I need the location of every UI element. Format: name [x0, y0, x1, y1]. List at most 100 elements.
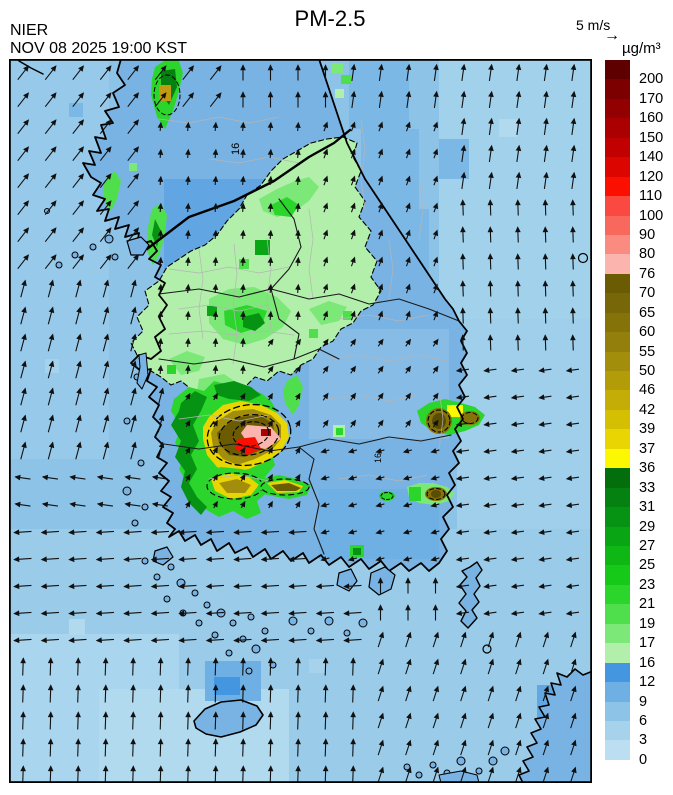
- wind-arrow-head: [78, 200, 85, 207]
- wind-arrow-head: [570, 171, 577, 179]
- wind-arrow-head: [350, 229, 356, 237]
- wind-arrow-head: [215, 92, 222, 99]
- wind-arrow-head: [233, 556, 240, 563]
- wind-arrow-head: [40, 637, 47, 644]
- wind-arrow-head: [565, 502, 573, 508]
- wind-arrow-head: [322, 64, 329, 71]
- county-line: [338, 314, 430, 322]
- wind-arrow-head: [76, 414, 82, 422]
- wind-arrow-head: [375, 475, 382, 481]
- wind-arrow-head: [315, 637, 322, 644]
- wind-arrow-head: [322, 338, 329, 346]
- colorbar-tick-label: 76: [639, 265, 656, 282]
- wind-arrow-head: [21, 414, 27, 422]
- island: [153, 573, 161, 581]
- wind-arrow-head: [378, 685, 385, 693]
- wind-arrow-head: [103, 333, 110, 341]
- wind-arrow-head: [76, 360, 82, 368]
- wind-arrow-head: [460, 226, 466, 233]
- island: [429, 761, 437, 769]
- wind-arrow-head: [239, 473, 246, 481]
- island: [229, 619, 237, 627]
- wind-arrow-head: [405, 365, 412, 373]
- island: [245, 667, 253, 675]
- wind-arrow-head: [123, 637, 130, 644]
- colorbar-tick-label: 120: [639, 168, 664, 185]
- wind-arrow-head: [240, 711, 246, 718]
- wind-arrow-head: [487, 280, 494, 287]
- wind-arrow-head: [76, 279, 82, 287]
- wind-arrow-head: [570, 117, 577, 125]
- wind-arrow-head: [405, 63, 412, 71]
- wind-arrow-head: [267, 175, 274, 182]
- wind-arrow-head: [131, 306, 137, 314]
- wind-arrow-head: [158, 387, 165, 395]
- wind-arrow-head: [488, 117, 494, 125]
- wind-arrow-head: [350, 121, 356, 129]
- colorbar-cell: [605, 137, 630, 158]
- wind-arrow-head: [260, 556, 267, 563]
- island: [343, 629, 351, 637]
- green-region-mid: [309, 301, 347, 325]
- wind-arrow-head: [50, 146, 57, 153]
- wind-arrow-head: [48, 279, 55, 287]
- wind-arrow-head: [483, 421, 490, 427]
- wind-arrow-head: [350, 765, 356, 772]
- wind-arrow-head: [433, 90, 439, 98]
- colorbar-cell: [605, 448, 630, 469]
- colorbar-cell: [605, 682, 630, 702]
- wind-arrow-head: [75, 657, 81, 664]
- wind-arrow-head: [239, 446, 246, 454]
- island: [456, 756, 466, 766]
- wind-arrow-head: [267, 392, 273, 400]
- wind-arrow-head: [239, 392, 246, 400]
- wind-arrow-head: [240, 202, 246, 209]
- wind-arrow-head: [405, 229, 411, 237]
- wind-arrow-head: [455, 394, 463, 400]
- wind-arrow-head: [130, 711, 136, 718]
- wind-arrow-head: [542, 334, 549, 341]
- wind-arrow-head: [461, 631, 467, 639]
- wind-arrow-head: [295, 121, 301, 128]
- island: [251, 644, 261, 654]
- pohang-olive-2: [460, 411, 480, 425]
- wind-arrow-head: [185, 364, 191, 371]
- wind-arrow-head: [21, 306, 27, 314]
- wind-arrow-head: [184, 473, 191, 481]
- wind-arrow-head: [188, 65, 195, 72]
- wind-arrow-head: [565, 529, 573, 535]
- wind-arrow-head: [105, 173, 112, 180]
- wind-arrow-head: [295, 310, 301, 317]
- wind-arrow-head: [212, 684, 219, 691]
- wind-arrow-head: [240, 64, 246, 71]
- wind-arrow-head: [455, 367, 463, 373]
- county-line: [266, 238, 272, 330]
- wind-arrow-head: [260, 583, 267, 590]
- county-line: [198, 248, 204, 340]
- wind-arrow-head: [402, 502, 410, 508]
- wind-arrow-head: [212, 765, 219, 772]
- wind-arrow-head: [185, 711, 191, 718]
- wind-arrow-head: [47, 738, 54, 745]
- wind-arrow-head: [76, 441, 82, 449]
- wind-arrow-head: [455, 556, 463, 562]
- island: [195, 619, 203, 627]
- green-pixel: [353, 548, 361, 555]
- wind-arrow-head: [402, 448, 410, 454]
- hotspot-contour: [232, 421, 270, 447]
- wind-arrow-head: [47, 657, 54, 664]
- wind-arrow-head: [565, 448, 573, 454]
- wind-arrow-head: [510, 556, 518, 562]
- wind-arrow-head: [212, 419, 218, 427]
- wind-arrow-head: [20, 765, 26, 772]
- island: [122, 486, 132, 496]
- colorbar-tick-label: 6: [639, 712, 648, 729]
- wind-arrow-head: [322, 91, 329, 98]
- wind-arrow-head: [516, 685, 522, 693]
- wind-arrow-head: [157, 175, 164, 182]
- colorbar-tick-label: 23: [639, 576, 656, 593]
- province-line: [270, 198, 302, 290]
- island: [403, 763, 411, 771]
- wind-arrow-head: [131, 279, 137, 287]
- wind-arrow-head: [455, 502, 463, 508]
